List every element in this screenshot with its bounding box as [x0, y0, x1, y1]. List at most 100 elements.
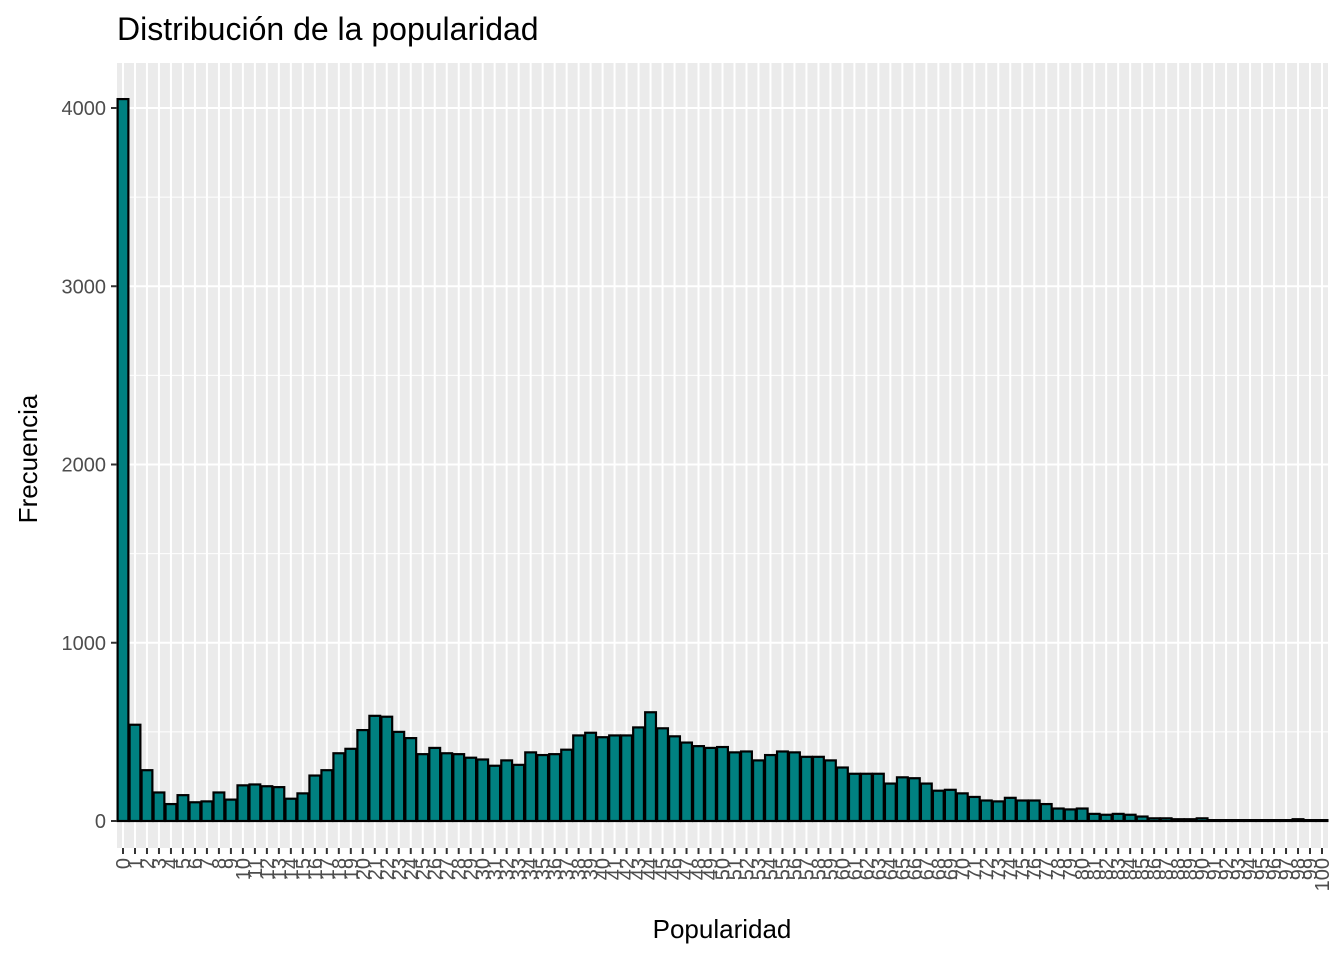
x-tick-label: 47: [677, 858, 699, 880]
bar: [979, 799, 993, 823]
bar: [512, 763, 526, 823]
x-tick-label: 49: [701, 858, 723, 880]
x-tick-label: 63: [868, 858, 890, 880]
x-tick-label: 62: [856, 858, 878, 880]
x-tick-label: 78: [1048, 858, 1070, 880]
x-tick-label: 86: [1144, 858, 1166, 880]
bar: [859, 772, 873, 823]
x-tick-label: 36: [545, 858, 567, 880]
bar: [620, 734, 634, 823]
bar: [895, 776, 909, 823]
bar: [656, 727, 670, 823]
x-tick-label: 24: [401, 858, 423, 880]
bar: [332, 752, 346, 823]
bar: [1255, 819, 1269, 823]
x-tick-label: 3: [149, 858, 171, 869]
x-tick-label: 83: [1108, 858, 1130, 880]
bar: [811, 755, 825, 823]
x-tick-label: 50: [713, 858, 735, 880]
x-tick-label: 93: [1228, 858, 1250, 880]
x-tick-label: 53: [748, 858, 770, 880]
x-tick-label: 80: [1072, 858, 1094, 880]
x-tick-label: 81: [1084, 858, 1106, 880]
bar: [1195, 817, 1209, 823]
bar: [739, 750, 753, 823]
x-tick-label: 59: [820, 858, 842, 880]
bar: [428, 746, 442, 823]
x-tick-label: 57: [796, 858, 818, 880]
bar: [356, 728, 370, 823]
x-tick-label: 35: [533, 858, 555, 880]
bar: [1267, 819, 1281, 823]
bar: [1159, 817, 1173, 823]
bar: [224, 798, 238, 823]
x-tick-label: 42: [617, 858, 639, 880]
x-tick-label: 23: [389, 858, 411, 880]
x-tick-label: 74: [1000, 858, 1022, 880]
bar: [308, 774, 322, 823]
x-tick-label: 64: [880, 858, 902, 880]
bar: [1123, 813, 1137, 823]
x-tick-label: 48: [689, 858, 711, 880]
bar: [260, 785, 274, 823]
y-tick-label: 0: [95, 811, 106, 833]
bar: [500, 759, 514, 823]
x-axis-label: Popularidad: [653, 914, 792, 944]
x-tick-label: 22: [377, 858, 399, 880]
bar: [1279, 819, 1293, 823]
bar: [116, 97, 130, 823]
bar: [1291, 818, 1305, 823]
bar: [1303, 819, 1317, 823]
bar: [632, 726, 646, 823]
x-tick-label: 77: [1036, 858, 1058, 880]
bar: [991, 800, 1005, 823]
y-tick-label: 3000: [62, 276, 107, 298]
x-tick-label: 96: [1264, 858, 1286, 880]
x-tick-label: 1: [125, 858, 147, 869]
bars: [116, 97, 1329, 823]
bar: [907, 777, 921, 823]
x-tick-label: 8: [209, 858, 231, 869]
bar: [835, 766, 849, 823]
bar: [1063, 808, 1077, 823]
x-tick-label: 69: [940, 858, 962, 880]
x-tick-label: 44: [641, 858, 663, 880]
x-tick-label: 10: [233, 858, 255, 880]
bar: [284, 797, 298, 823]
bar: [1231, 819, 1245, 823]
x-tick-label: 5: [173, 858, 195, 869]
bar: [787, 751, 801, 823]
bar: [1135, 815, 1149, 823]
bar: [943, 788, 957, 823]
x-tick-label: 11: [245, 858, 267, 879]
bar: [176, 794, 190, 823]
bar: [380, 715, 394, 823]
x-tick-label: 13: [269, 858, 291, 880]
x-tick-label: 7: [197, 858, 219, 869]
x-tick-label: 75: [1012, 858, 1034, 880]
bar: [476, 758, 490, 823]
bar: [955, 792, 969, 823]
x-tick-label: 66: [904, 858, 926, 880]
bar: [440, 752, 454, 823]
x-tick-label: 31: [485, 858, 507, 880]
bar: [668, 735, 682, 823]
bar: [727, 751, 741, 823]
x-tick-label: 15: [293, 858, 315, 880]
x-tick-label: 39: [581, 858, 603, 880]
y-tick-label: 1000: [62, 633, 107, 655]
x-tick-label: 60: [832, 858, 854, 880]
x-tick-label: 54: [760, 858, 782, 880]
bar: [296, 792, 310, 823]
x-tick-label: 45: [653, 858, 675, 880]
x-tick-label: 14: [281, 858, 303, 880]
bar: [548, 753, 562, 823]
x-tick-label: 99: [1300, 858, 1322, 880]
x-tick-label: 100: [1312, 858, 1334, 891]
x-tick-label: 71: [964, 858, 986, 880]
bar: [1315, 819, 1329, 823]
x-tick-label: 98: [1288, 858, 1310, 880]
x-tick-label: 27: [437, 858, 459, 880]
bar: [368, 714, 382, 823]
